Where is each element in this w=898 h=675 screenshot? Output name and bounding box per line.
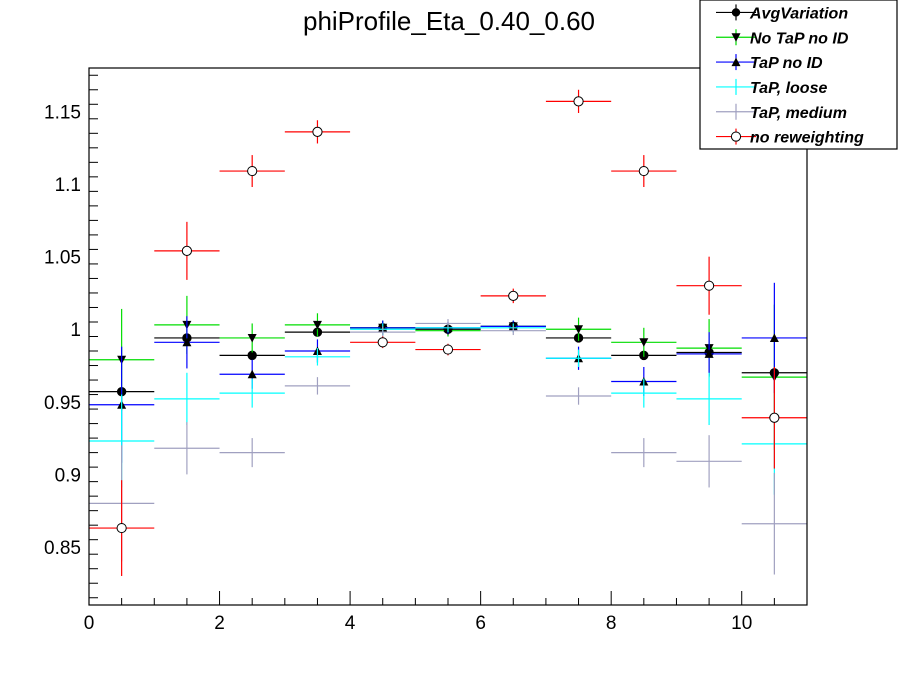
data-point bbox=[312, 126, 323, 137]
legend-marker bbox=[731, 8, 741, 17]
data-point bbox=[182, 337, 192, 347]
data-point bbox=[769, 412, 780, 423]
legend-label: TaP no ID bbox=[750, 55, 823, 72]
series-tap-no-id bbox=[89, 282, 807, 463]
legend-label: AvgVariation bbox=[749, 5, 848, 22]
legend-marker bbox=[731, 33, 741, 42]
data-point bbox=[247, 369, 257, 379]
data-point bbox=[704, 349, 714, 358]
legend-label: No TaP no ID bbox=[750, 30, 849, 47]
data-point bbox=[247, 165, 258, 177]
legend-item-no-reweighting: no reweighting bbox=[716, 128, 864, 147]
y-axis: 0.85 0.9 0.95 1 1.05 1.1 1.15 bbox=[44, 74, 98, 599]
legend-marker bbox=[730, 131, 742, 142]
x-tick-label: 8 bbox=[606, 613, 617, 634]
legend-label: TaP, medium bbox=[750, 105, 847, 122]
data-point bbox=[508, 290, 519, 301]
y-tick-label: 1.05 bbox=[44, 248, 81, 269]
data-point bbox=[639, 338, 649, 347]
legend-item-tap-medium: TaP, medium bbox=[716, 103, 847, 122]
legend-item-tap-loose: TaP, loose bbox=[716, 78, 827, 97]
data-point bbox=[769, 333, 779, 342]
data-point bbox=[574, 325, 584, 334]
data-point bbox=[312, 320, 322, 330]
legend-box bbox=[699, 0, 898, 150]
series-no-reweighting bbox=[89, 89, 807, 576]
legend-label: TaP, loose bbox=[750, 80, 827, 97]
data-point bbox=[442, 344, 454, 355]
x-tick-label: 6 bbox=[475, 613, 486, 634]
y-tick-label: 0.9 bbox=[55, 465, 81, 486]
y-tick-label: 1.1 bbox=[55, 175, 81, 196]
x-axis: 0 2 4 6 8 10 bbox=[84, 591, 808, 634]
x-tick-label: 4 bbox=[345, 613, 356, 634]
series-tap-medium bbox=[89, 319, 807, 575]
data-point bbox=[573, 96, 584, 107]
x-tick-label: 0 bbox=[84, 613, 95, 634]
legend-marker bbox=[731, 57, 741, 67]
legend-label: no reweighting bbox=[750, 130, 864, 147]
data-point bbox=[638, 165, 649, 177]
y-tick-label: 0.95 bbox=[44, 393, 81, 414]
data-point bbox=[703, 280, 715, 291]
data-point bbox=[247, 333, 257, 343]
x-tick-label: 2 bbox=[214, 613, 225, 634]
legend-item-no-tap-no-id: No TaP no ID bbox=[716, 29, 849, 47]
chart-title: phiProfile_Eta_0.40_0.60 bbox=[303, 6, 595, 36]
data-point bbox=[377, 337, 388, 348]
y-tick-label: 1 bbox=[70, 320, 81, 341]
legend-item-avgvariation: AvgVariation bbox=[716, 4, 848, 22]
x-tick-label: 10 bbox=[731, 613, 752, 634]
plot-marks bbox=[89, 89, 807, 576]
data-point bbox=[181, 245, 193, 256]
legend-item-tap-no-id: TaP no ID bbox=[716, 54, 823, 72]
y-tick-label: 1.15 bbox=[44, 103, 81, 124]
legend: AvgVariation No TaP no ID TaP no ID TaP, lo… bbox=[699, 0, 898, 150]
series-no-tap-no-id bbox=[89, 295, 807, 450]
data-point bbox=[116, 522, 127, 534]
y-tick-label: 0.85 bbox=[44, 538, 81, 559]
